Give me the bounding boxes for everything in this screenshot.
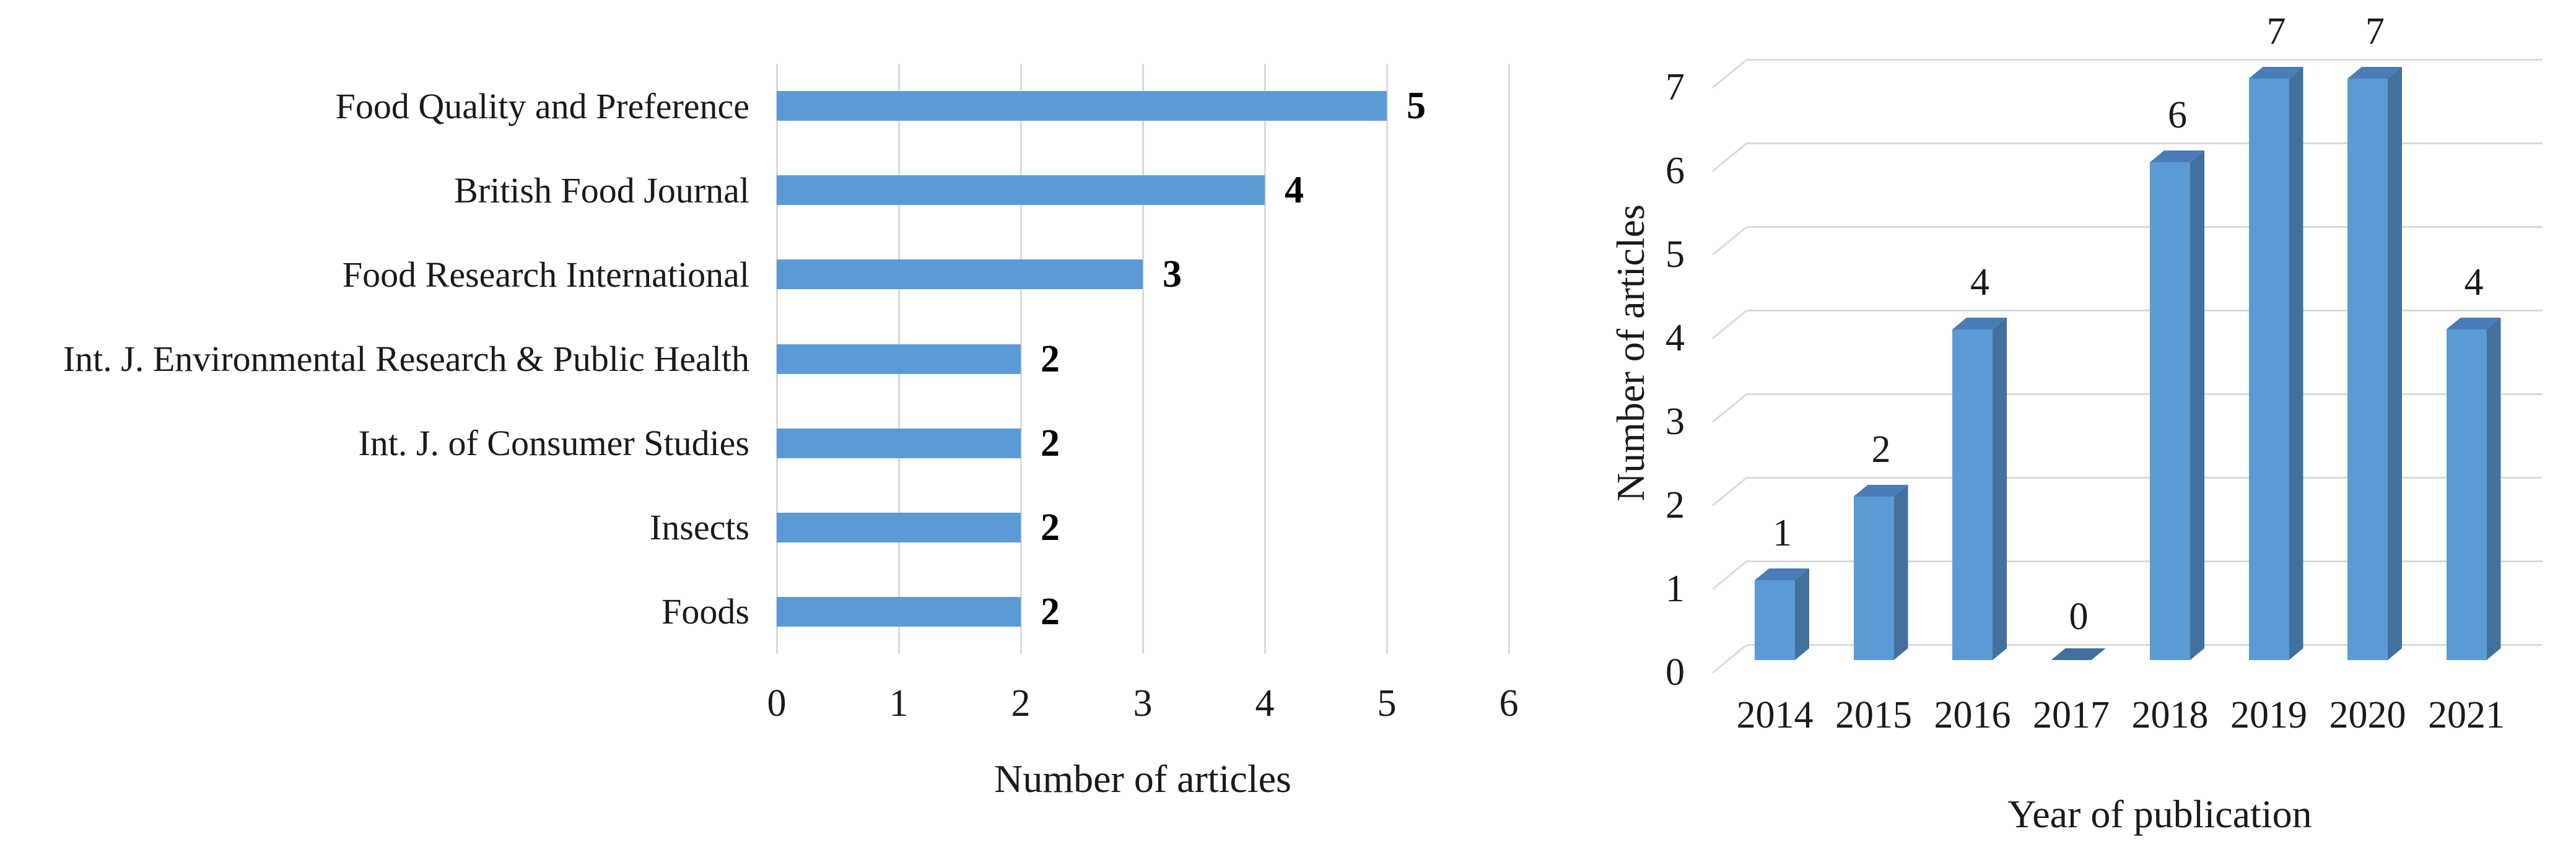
gridline-x-3 — [1142, 64, 1144, 654]
category-label: Food Quality and Preference — [335, 85, 749, 126]
bar-foods — [777, 596, 1021, 627]
right-x-axis-title: Year of publication — [2007, 792, 2312, 836]
gridline-depth-connector — [1712, 142, 1747, 172]
x-tick-label: 0 — [767, 682, 787, 724]
y-tick-label: 1 — [1666, 568, 1685, 610]
left-x-axis-title: Number of articles — [994, 757, 1291, 801]
value-label: 3 — [1163, 253, 1182, 296]
gridline-x-4 — [1264, 64, 1266, 654]
bar-food-research-international — [777, 259, 1143, 290]
bar-top-face — [1853, 485, 1908, 497]
gridline-x-5 — [1386, 64, 1388, 654]
column-value-label: 7 — [2365, 11, 2385, 53]
x-category-label: 2019 — [2230, 694, 2307, 736]
value-label: 2 — [1041, 337, 1060, 380]
gridline-depth-connector — [1712, 310, 1747, 339]
gridline-x-6 — [1508, 64, 1510, 654]
bar-top-face — [2248, 67, 2303, 79]
bar-top-face — [2347, 67, 2402, 79]
x-tick-label: 5 — [1377, 682, 1397, 724]
gridline-depth-connector — [1712, 59, 1747, 89]
bar-top-face — [2446, 318, 2501, 329]
value-label: 2 — [1041, 590, 1060, 633]
gridline-y-1 — [1747, 560, 2543, 562]
gridline-depth-connector — [1712, 477, 1747, 507]
bar-top-face — [2150, 150, 2204, 162]
value-label: 4 — [1285, 169, 1304, 212]
category-label: Int. J. Environmental Research & Public … — [63, 339, 749, 379]
y-tick-label: 4 — [1666, 317, 1685, 359]
bar-zero-face-2017 — [2051, 648, 2106, 660]
x-category-label: 2016 — [1934, 694, 2011, 736]
y-tick-label: 6 — [1666, 150, 1685, 192]
gridline-y-4 — [1747, 310, 2543, 311]
value-label: 2 — [1041, 422, 1060, 464]
column-value-label: 2 — [1871, 428, 1891, 471]
x-category-label: 2017 — [2033, 694, 2110, 736]
bar-side-face — [2190, 150, 2204, 660]
bar-int-j-environmental-research-public-health — [777, 344, 1021, 374]
gridline-y-5 — [1747, 226, 2543, 228]
x-category-label: 2018 — [2131, 694, 2209, 736]
gridline-depth-connector — [1712, 226, 1747, 256]
gridline-depth-connector — [1712, 560, 1747, 590]
gridline-y-3 — [1747, 393, 2543, 395]
x-tick-label: 1 — [889, 682, 909, 724]
x-tick-label: 2 — [1011, 682, 1031, 724]
x-category-label: 2021 — [2428, 694, 2505, 736]
category-label: Food Research International — [342, 254, 749, 295]
bar-side-face — [2388, 67, 2402, 660]
bar-food-quality-and-preference — [777, 91, 1387, 121]
gridline-depth-connector — [1712, 644, 1747, 674]
gridline-y-7 — [1747, 59, 2543, 61]
gridline-x-2 — [1020, 64, 1022, 654]
gridline-y-0 — [1747, 644, 2543, 646]
y-tick-label: 7 — [1666, 66, 1685, 108]
x-category-label: 2014 — [1736, 694, 1814, 736]
gridline-depth-connector — [1712, 393, 1747, 423]
bar-side-face — [2289, 67, 2303, 660]
category-label: Foods — [661, 591, 749, 632]
x-tick-label: 4 — [1255, 682, 1275, 724]
bar-front-face-2014 — [1755, 580, 1795, 660]
y-tick-label: 2 — [1666, 484, 1685, 526]
right-y-axis-title: Number of articles — [1609, 204, 1653, 502]
bar-front-face-2016 — [1952, 329, 1993, 660]
column-value-label: 7 — [2266, 11, 2286, 53]
bar-side-face — [1795, 568, 1809, 660]
bar-front-face-2018 — [2150, 162, 2190, 660]
y-tick-label: 0 — [1666, 651, 1685, 694]
bar-top-face — [1952, 318, 2007, 329]
category-label: British Food Journal — [454, 170, 749, 211]
y-tick-label: 5 — [1666, 233, 1685, 276]
column-value-label: 6 — [2168, 94, 2187, 136]
category-label: Insects — [649, 507, 749, 548]
bar-front-face-2021 — [2446, 329, 2487, 660]
bar-front-face-2020 — [2347, 79, 2388, 660]
x-category-label: 2020 — [2329, 694, 2406, 736]
value-label: 5 — [1407, 85, 1426, 128]
bar-top-face — [1755, 568, 1809, 580]
bar-insects — [777, 512, 1021, 542]
gridline-y-6 — [1747, 142, 2543, 144]
bar-front-face-2019 — [2248, 79, 2289, 660]
column-value-label: 0 — [2069, 596, 2089, 638]
x-tick-label: 6 — [1499, 682, 1519, 724]
column-value-label: 4 — [1970, 261, 1989, 303]
bar-british-food-journal — [777, 175, 1265, 206]
column-value-label: 1 — [1773, 512, 1792, 554]
bar-side-face — [2486, 318, 2501, 660]
category-label: Int. J. of Consumer Studies — [358, 423, 749, 464]
y-tick-label: 3 — [1666, 401, 1685, 443]
bar-int-j-of-consumer-studies — [777, 428, 1021, 458]
column-value-label: 4 — [2464, 261, 2484, 303]
x-category-label: 2015 — [1835, 694, 1912, 736]
bar-side-face — [1993, 318, 2007, 660]
bar-side-face — [1893, 485, 1908, 660]
value-label: 2 — [1041, 506, 1060, 549]
x-tick-label: 3 — [1133, 682, 1153, 724]
bar-front-face-2015 — [1853, 497, 1894, 660]
gridline-y-2 — [1747, 477, 2543, 479]
